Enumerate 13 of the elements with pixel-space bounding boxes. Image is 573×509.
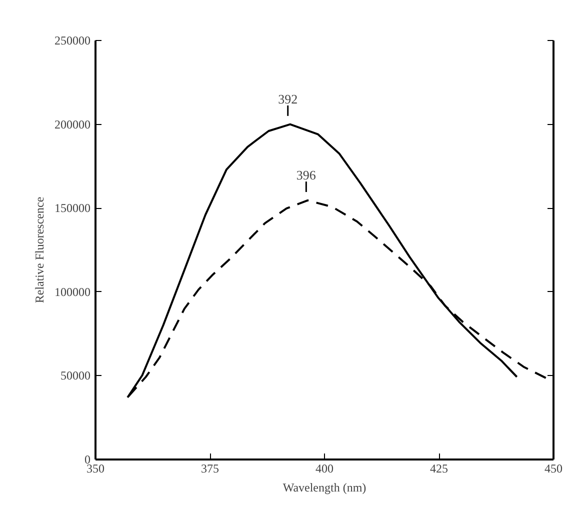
y-tick-label: 100000 <box>54 284 90 299</box>
x-tick-label: 375 <box>201 462 219 476</box>
x-axis-title: Wavelength (nm) <box>282 480 366 494</box>
x-tick-label: 450 <box>544 462 562 476</box>
y-tick-label: 250000 <box>54 34 90 48</box>
y-tick-label: 200000 <box>54 117 90 132</box>
annotation: 396 <box>296 167 316 182</box>
y-tick-label: 50000 <box>60 368 90 383</box>
x-tick-label: 425 <box>430 462 448 476</box>
y-tick-label: 150000 <box>54 201 90 216</box>
y-axis-title: Relative Fluorescence <box>32 196 46 304</box>
x-tick-label: 400 <box>316 462 334 476</box>
annotation: 392 <box>278 91 298 106</box>
